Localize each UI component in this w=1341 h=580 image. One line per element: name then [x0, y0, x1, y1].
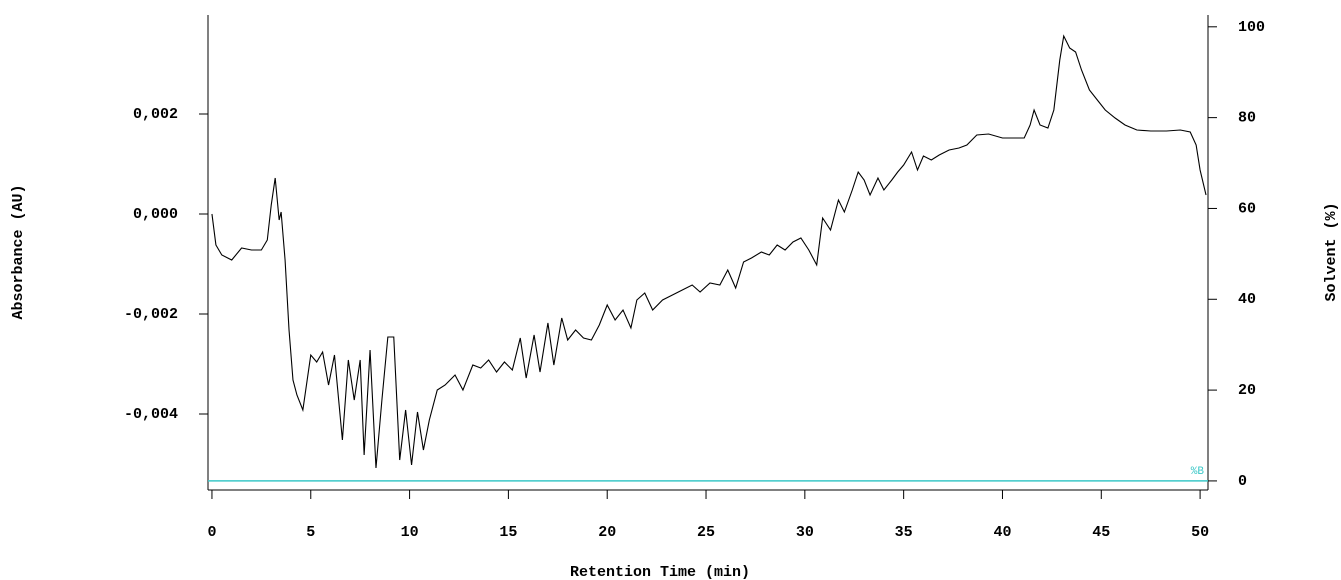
x-tick-label: 10 [401, 524, 419, 541]
y-tick-label: 0,000 [133, 206, 178, 223]
y2-tick-label: 20 [1238, 382, 1256, 399]
y2-tick-label: 100 [1238, 19, 1265, 36]
data-line [211, 34, 1207, 469]
x-tick-label: 40 [993, 524, 1011, 541]
x-tick-label: 50 [1191, 524, 1209, 541]
y-tick-label: -0,004 [124, 406, 178, 423]
x-tick-label: 45 [1092, 524, 1110, 541]
series-label: %B [1191, 466, 1205, 478]
y-axis-title: Absorbance (AU) [10, 184, 27, 319]
x-tick-label: 5 [306, 524, 315, 541]
x-tick-label: 35 [895, 524, 913, 541]
x-tick-label: 25 [697, 524, 715, 541]
x-tick-label: 15 [499, 524, 517, 541]
x-axis-title: Retention Time (min) [570, 564, 750, 580]
x-tick-label: 0 [207, 524, 216, 541]
y-tick-label: 0,002 [133, 106, 178, 123]
y2-tick-label: 40 [1238, 291, 1256, 308]
y2-axis-title: Solvent (%) [1323, 202, 1340, 301]
y2-tick-label: 60 [1238, 200, 1256, 217]
y2-tick-label: 0 [1238, 473, 1247, 490]
y-tick-label: -0,002 [124, 306, 178, 323]
x-tick-label: 20 [598, 524, 616, 541]
y2-tick-label: 80 [1238, 110, 1256, 127]
x-tick-label: 30 [796, 524, 814, 541]
